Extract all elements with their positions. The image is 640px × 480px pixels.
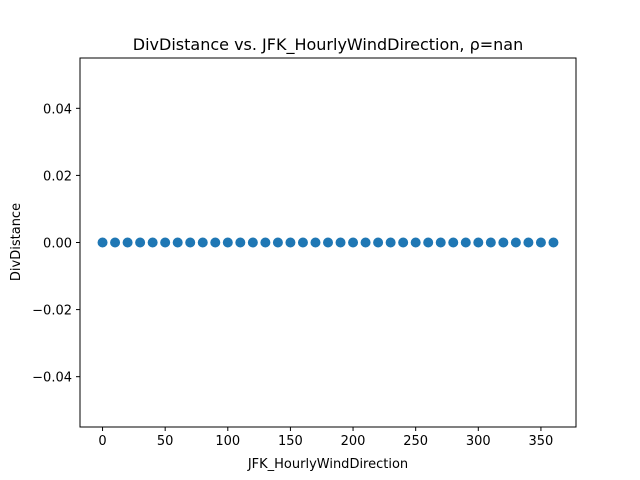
data-point xyxy=(323,237,333,248)
y-axis-label: DivDistance xyxy=(9,203,24,281)
data-point xyxy=(247,237,258,248)
x-tick-label: 350 xyxy=(529,434,554,449)
data-point xyxy=(285,237,296,248)
data-point xyxy=(548,237,559,248)
data-point xyxy=(473,237,484,248)
x-tick-label: 50 xyxy=(157,434,174,449)
y-tick-label: −0.02 xyxy=(32,304,72,319)
data-point xyxy=(435,237,446,248)
x-tick-label: 0 xyxy=(98,434,106,449)
data-point xyxy=(197,237,208,248)
data-point xyxy=(510,237,521,248)
x-tick-label: 100 xyxy=(215,434,240,449)
data-point xyxy=(172,237,183,248)
data-point xyxy=(348,237,359,248)
x-tick-label: 150 xyxy=(278,434,303,449)
data-point xyxy=(110,237,121,248)
x-tick-label: 300 xyxy=(466,434,491,449)
y-tick-label: 0.04 xyxy=(43,102,72,117)
y-tick-label: −0.04 xyxy=(32,371,72,386)
plot-frame xyxy=(79,57,577,428)
data-point xyxy=(122,237,133,248)
x-tick-label: 250 xyxy=(403,434,428,449)
data-point xyxy=(498,237,509,248)
data-point xyxy=(460,237,471,248)
data-point xyxy=(523,237,534,248)
data-point xyxy=(398,237,409,248)
data-point xyxy=(410,237,421,248)
x-axis-label: JFK_HourlyWindDirection xyxy=(247,457,408,472)
y-tick-label: 0.00 xyxy=(43,237,72,252)
data-points xyxy=(97,237,559,248)
data-point xyxy=(360,237,371,248)
x-tick-label: 200 xyxy=(341,434,366,449)
data-point xyxy=(448,237,459,248)
data-point xyxy=(222,237,233,248)
data-point xyxy=(272,237,283,248)
data-point xyxy=(335,237,346,248)
data-point xyxy=(97,237,108,248)
data-point xyxy=(260,237,271,248)
data-point xyxy=(185,237,196,248)
data-point xyxy=(297,237,308,248)
data-point xyxy=(385,237,396,248)
data-point xyxy=(147,237,158,248)
y-tick-label: 0.02 xyxy=(43,169,72,184)
chart-title: DivDistance vs. JFK_HourlyWindDirection,… xyxy=(133,35,523,55)
data-point xyxy=(135,237,146,248)
data-point xyxy=(210,237,221,248)
y-axis-ticks: −0.04 −0.02 0.00 0.02 0.04 xyxy=(32,102,80,386)
data-point xyxy=(310,237,321,248)
x-axis-ticks: 0 50 100 150 200 250 300 350 xyxy=(98,427,553,449)
data-point xyxy=(423,237,434,248)
data-point xyxy=(235,237,246,248)
data-point xyxy=(535,237,546,248)
data-point xyxy=(485,237,496,248)
data-point xyxy=(373,237,384,248)
data-point xyxy=(160,237,171,248)
